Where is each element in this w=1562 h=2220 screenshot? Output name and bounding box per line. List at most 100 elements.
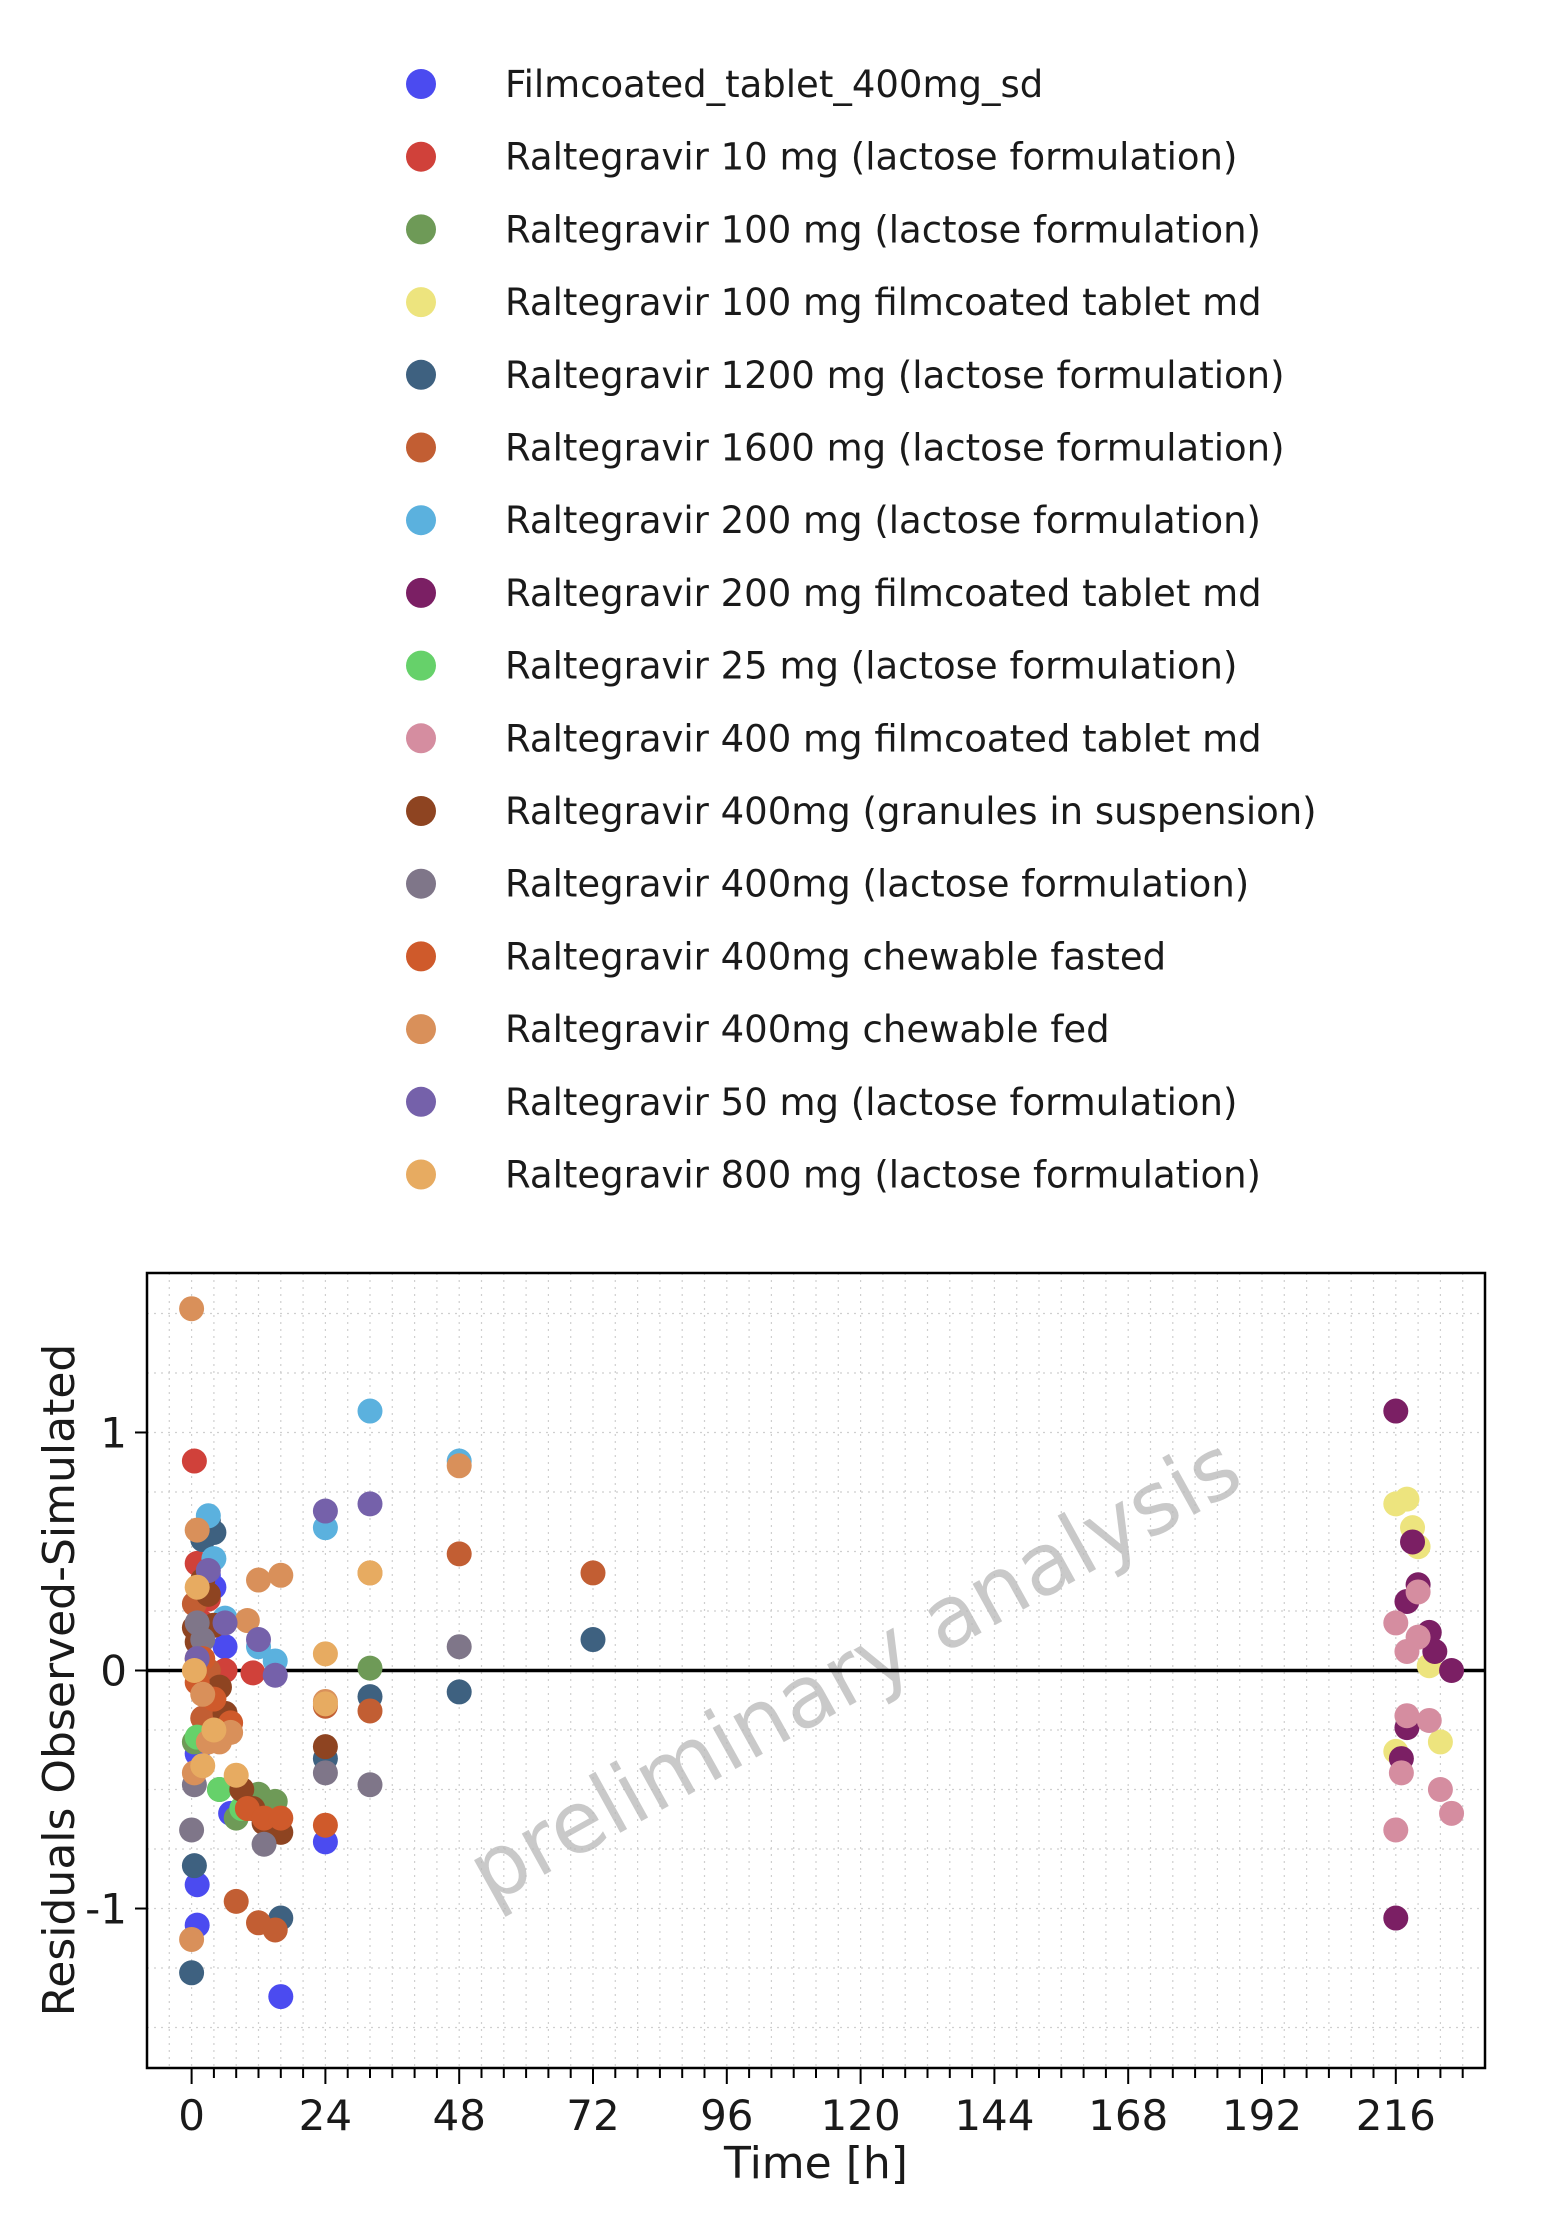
legend-marker (406, 505, 436, 536)
legend-marker (406, 650, 436, 681)
data-point (1400, 1529, 1426, 1555)
data-point (312, 1691, 338, 1717)
legend-label: Raltegravir 25 mg (lactose formulation) (505, 645, 1237, 688)
data-point (184, 1517, 210, 1543)
legend-marker (406, 69, 436, 99)
legend-label: Raltegravir 400mg (granules in suspensio… (505, 790, 1317, 833)
data-point (1422, 1638, 1448, 1664)
data-point (1439, 1800, 1465, 1826)
data-point (580, 1560, 606, 1586)
data-point (246, 1627, 271, 1653)
data-point (184, 1574, 210, 1600)
data-point (212, 1610, 238, 1636)
legend-marker (406, 1086, 436, 1117)
x-axis-title: Time [h] (723, 2138, 908, 2189)
data-point (179, 1926, 205, 1952)
data-point (1388, 1760, 1414, 1786)
data-point (312, 1734, 338, 1760)
data-point (268, 1984, 294, 2010)
data-point (179, 1960, 205, 1986)
x-tick-label: 120 (821, 2091, 901, 2140)
legend-label: Raltegravir 10 mg (lactose formulation) (505, 136, 1237, 179)
y-tick-label: 1 (100, 1408, 127, 1457)
data-point (268, 1562, 294, 1588)
data-point (179, 1817, 205, 1843)
data-point (268, 1805, 294, 1831)
x-tick-label: 216 (1356, 2091, 1436, 2140)
data-point (580, 1627, 606, 1653)
y-axis-title: Residuals Observed-Simulated (34, 1344, 85, 2017)
data-point (312, 1760, 338, 1786)
data-point (357, 1772, 383, 1798)
data-point (1416, 1707, 1442, 1733)
axes: 0 24 48 72 96 120 144 168 192 216 -1 0 1 (85, 1408, 1464, 2140)
data-point (262, 1662, 288, 1688)
legend-marker (406, 796, 436, 826)
legend-label: Raltegravir 200 mg filmcoated tablet md (505, 572, 1262, 615)
data-point (251, 1831, 277, 1857)
data-point (190, 1627, 216, 1653)
legend-label: Raltegravir 400mg chewable fasted (505, 935, 1166, 978)
legend-label: Raltegravir 50 mg (lactose formulation) (505, 1081, 1237, 1124)
data-point (446, 1634, 472, 1660)
data-point (357, 1655, 383, 1681)
legend-label: Raltegravir 100 mg (lactose formulation) (505, 208, 1261, 251)
legend-marker (406, 141, 436, 172)
data-point (1394, 1703, 1420, 1729)
data-point (212, 1634, 238, 1660)
legend-label: Raltegravir 800 mg (lactose formulation) (505, 1154, 1261, 1197)
data-point (1405, 1579, 1431, 1605)
x-tick-label: 144 (954, 2091, 1034, 2140)
legend: Filmcoated_tablet_400mg_sd Raltegravir 10… (406, 63, 1317, 1197)
y-tick-label: 0 (100, 1647, 127, 1696)
x-tick-label: 24 (299, 2091, 352, 2140)
x-tick-label: 0 (178, 2091, 205, 2140)
data-point (179, 1296, 205, 1322)
data-points (179, 1296, 1465, 2010)
data-point (181, 1448, 207, 1474)
data-point (357, 1398, 383, 1424)
legend-marker (406, 723, 436, 754)
data-point (1439, 1658, 1465, 1683)
data-point (312, 1498, 338, 1524)
data-point (181, 1658, 207, 1683)
data-point (1427, 1729, 1453, 1755)
legend-marker (406, 941, 436, 972)
x-tick-label: 192 (1222, 2091, 1302, 2140)
data-point (1383, 1398, 1409, 1424)
legend-marker (406, 214, 436, 245)
legend-marker (406, 577, 436, 608)
data-point (240, 1660, 266, 1686)
data-point (206, 1777, 232, 1803)
data-point (223, 1762, 249, 1788)
legend-label: Filmcoated_tablet_400mg_sd (505, 63, 1043, 106)
data-point (184, 1872, 210, 1898)
data-point (357, 1698, 383, 1724)
legend-marker (406, 1159, 436, 1190)
legend-label: Raltegravir 200 mg (lactose formulation) (505, 499, 1261, 542)
legend-label: Raltegravir 400mg chewable fed (505, 1008, 1110, 1051)
x-tick-label: 96 (700, 2091, 753, 2140)
data-point (190, 1753, 216, 1779)
data-point (1405, 1624, 1431, 1650)
data-point (181, 1853, 207, 1879)
data-point (1383, 1610, 1409, 1636)
data-point (246, 1567, 271, 1593)
legend-label: Raltegravir 400mg (lactose formulation) (505, 863, 1249, 906)
x-tick-label: 72 (566, 2091, 619, 2140)
data-point (312, 1812, 338, 1838)
data-point (201, 1717, 227, 1743)
data-point (1383, 1905, 1409, 1931)
data-point (262, 1917, 288, 1943)
legend-label: Raltegravir 400 mg filmcoated tablet md (505, 717, 1262, 760)
data-point (234, 1608, 260, 1634)
legend-marker (406, 1014, 436, 1045)
data-point (357, 1491, 383, 1517)
x-tick-label: 48 (432, 2091, 485, 2140)
data-point (1383, 1817, 1409, 1843)
data-point (1394, 1486, 1420, 1512)
data-point (446, 1679, 472, 1705)
data-point (446, 1453, 472, 1479)
legend-marker (406, 868, 436, 899)
